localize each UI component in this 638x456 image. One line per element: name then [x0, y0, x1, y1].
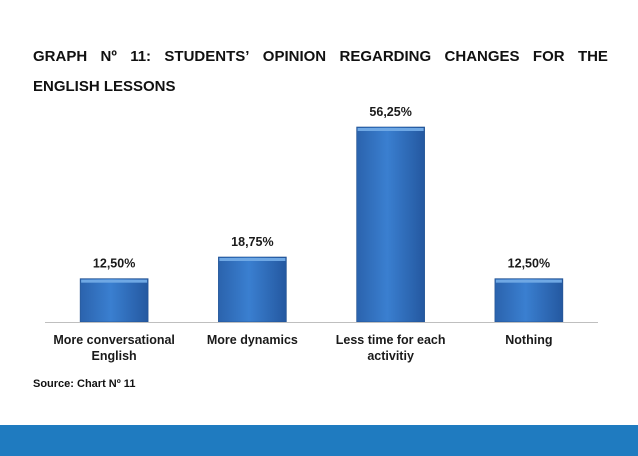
- left-strip: [0, 0, 10, 425]
- bar: [356, 126, 425, 323]
- chart-title-line1: GRAPH Nº 11: STUDENTS’ OPINION REGARDING…: [33, 42, 608, 72]
- title-word: REGARDING: [339, 48, 432, 65]
- title-word: OPINION: [262, 48, 327, 65]
- category-label: Less time for each: [336, 333, 446, 347]
- chart-title-line2: ENGLISH LESSONS: [33, 78, 176, 95]
- category-label: More conversational: [53, 333, 175, 347]
- bar: [218, 256, 287, 323]
- bar-highlight: [219, 258, 286, 261]
- data-label: 12,50%: [508, 257, 550, 271]
- bar-highlight: [357, 128, 424, 131]
- title-word: CHANGES: [444, 48, 520, 65]
- chart-title: GRAPH Nº 11: STUDENTS’ OPINION REGARDING…: [33, 42, 608, 102]
- category-label: Nothing: [505, 333, 552, 347]
- bar: [79, 278, 149, 323]
- title-word: Nº: [100, 48, 117, 65]
- title-word: STUDENTS’: [164, 48, 250, 65]
- bar-highlight: [81, 279, 148, 283]
- bar-highlight: [495, 279, 562, 283]
- data-label: 18,75%: [231, 235, 273, 249]
- category-label: activitiy: [367, 349, 414, 363]
- source-note: Source: Chart Nº 11: [33, 378, 136, 390]
- footer-band: [0, 425, 638, 456]
- title-word: THE: [577, 48, 608, 65]
- data-label: 56,25%: [369, 105, 411, 119]
- category-label: More dynamics: [207, 333, 298, 347]
- title-word: FOR: [532, 48, 565, 65]
- title-word: 11:: [130, 48, 152, 65]
- title-word: GRAPH: [33, 48, 88, 65]
- data-label: 12,50%: [93, 257, 135, 271]
- category-label: English: [92, 349, 137, 363]
- bar: [494, 278, 564, 323]
